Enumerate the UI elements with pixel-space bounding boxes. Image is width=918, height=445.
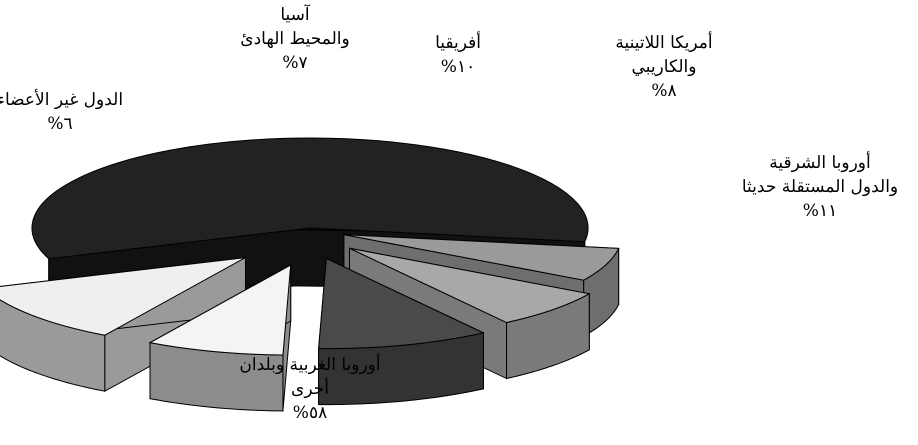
pie-slice-name: أخرى xyxy=(291,377,329,399)
pie-slice-top xyxy=(0,257,246,336)
pie-slice-name: الدول غير الأعضاء xyxy=(0,89,123,110)
pie-slice-value: %٥٨ xyxy=(293,403,327,423)
pie-slice-label: الدول غير الأعضاء %٦ xyxy=(0,89,123,134)
pie-slice-top xyxy=(31,137,589,260)
pie-slice-value: %١١ xyxy=(803,201,837,221)
pie-slice xyxy=(318,257,485,406)
pie-slice-name: أوروبا الغربية وبلدان xyxy=(239,353,380,375)
pie-slice-value: %١٠ xyxy=(441,57,475,77)
pie-slice-name: والكاريبي xyxy=(632,57,697,77)
pie-slice-top xyxy=(148,264,292,356)
pie-slice-label: أفريقيا %١٠ xyxy=(435,31,481,77)
pie-slice-value: %٦ xyxy=(47,114,72,134)
pie-slice-name: أفريقيا xyxy=(435,31,481,53)
pie-slice-value: %٨ xyxy=(651,81,676,101)
pie-slice-label: آسيا والمحيط الهادئ %٧ xyxy=(240,3,349,73)
pie-slice-name: والمحيط الهادئ xyxy=(240,29,349,49)
pie-slice-label: أمريكا اللاتينية والكاريبي %٨ xyxy=(615,31,712,101)
pie-labels: أوروبا الغربية وبلدان أخرى %٥٨ الدول غير ال… xyxy=(0,3,898,423)
pie-slice-name: أمريكا اللاتينية xyxy=(615,31,712,53)
pie-slice-top xyxy=(349,247,591,324)
pie-slice xyxy=(0,256,246,393)
pie-slice-top xyxy=(343,234,620,281)
pie-slice-label: أوروبا الغربية وبلدان أخرى %٥٨ xyxy=(239,353,380,423)
pie-slice-label: أوروبا الشرقية والدول المستقلة حديثا %١١ xyxy=(742,151,898,221)
pie-slice-name: أوروبا الشرقية xyxy=(769,151,871,173)
pie-slice-name: آسيا xyxy=(280,3,311,25)
pie-slices xyxy=(0,137,620,412)
pie-slice-top xyxy=(318,257,485,350)
pie-slice xyxy=(148,264,292,412)
pie-slice-name: والدول المستقلة حديثا xyxy=(742,177,898,197)
pie-slice-value: %٧ xyxy=(282,53,307,73)
